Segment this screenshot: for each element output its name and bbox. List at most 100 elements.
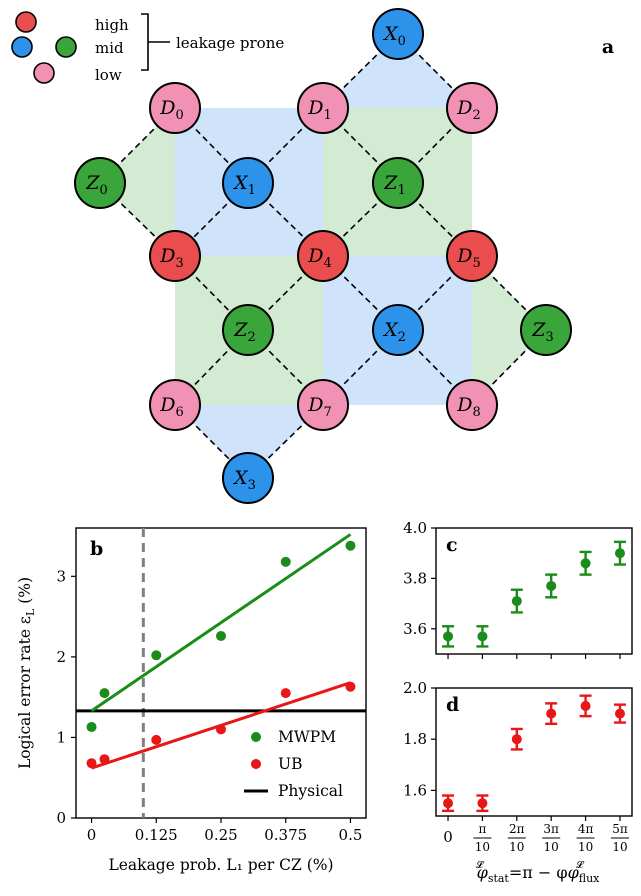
- panel-label-c: c: [446, 534, 458, 556]
- y-tick-label-b-0: 0: [56, 809, 66, 827]
- plaquette-0: [323, 34, 472, 108]
- x-tick-num-d-5: 5π: [612, 822, 628, 836]
- legend-label-UB: UB: [278, 755, 302, 773]
- point-MWPM-1: [99, 688, 110, 699]
- y-tick-label-d-2: 2.0: [403, 679, 427, 697]
- qubit-D4: D4: [297, 230, 349, 282]
- qubit-circle-D6: [149, 379, 201, 431]
- qubit-circle-Z1: [372, 157, 424, 209]
- coupling-D3-Z2: [174, 255, 249, 331]
- lattice-panel: X0 D0 D1 D2 Z0 X1 Z1 D3 D4 D5 Z2 X2 Z3 D6 D7 D8 X3 a hig…: [11, 8, 614, 504]
- panel-label-b: b: [90, 538, 103, 560]
- x-tick-label-d-0: 0: [443, 828, 453, 846]
- x-tick-label-b-4: 0.5: [339, 826, 363, 844]
- legend-marker-UB: [251, 759, 261, 769]
- y-tick-label-c-1: 3.8: [403, 569, 427, 587]
- point-c-1: [477, 631, 488, 642]
- qubit-D0: D0: [149, 82, 201, 134]
- legend-label-Physical: Physical: [278, 782, 343, 800]
- legend-label-MWPM: MWPM: [278, 728, 336, 746]
- qubit-label-D2: D2: [456, 97, 481, 123]
- qubit-D7: D7: [297, 379, 349, 431]
- x-tick-den-d-4: 10: [578, 840, 593, 854]
- legend-high-label: high: [95, 16, 129, 34]
- qubit-circle-D4: [297, 230, 349, 282]
- x-tick-num-d-4: 4π: [578, 822, 594, 836]
- legend-bracket-label: leakage prone: [176, 34, 284, 52]
- qubit-Z2: Z2: [222, 304, 274, 356]
- x-axis-label-d: φstat=π − φφflux: [477, 863, 601, 885]
- point-d-1: [477, 798, 488, 809]
- y-axis-label-b: Logical error rate εL (%): [16, 577, 37, 769]
- plaquette-1: [100, 108, 175, 256]
- legend-mid-dot-2: [55, 36, 77, 58]
- x-axis-label-b: Leakage prob. L₁ per CZ (%): [108, 856, 333, 874]
- coupling-X0-D1: [322, 33, 399, 109]
- point-UB-1: [99, 754, 110, 765]
- coupling-D1-Z1: [322, 107, 399, 184]
- leakage-legend: high mid low leakage prone: [11, 11, 284, 84]
- y-tick-label-b-2: 2: [56, 648, 66, 666]
- panel-label-d: d: [446, 694, 459, 716]
- point-UB-4: [280, 688, 291, 699]
- qubit-X1: X1: [222, 157, 274, 209]
- point-c-0: [443, 631, 454, 642]
- x-tick-den-d-2: 10: [509, 840, 524, 854]
- coupling-Z1-D5: [397, 182, 473, 257]
- x-tick-num-d-2: 2π: [509, 822, 525, 836]
- coupling-X1-D4: [247, 182, 324, 257]
- point-d-5: [614, 708, 625, 719]
- couplings: [99, 33, 547, 479]
- point-MWPM-4: [280, 556, 291, 567]
- plot-frame-d: [435, 687, 633, 817]
- legend-mid-dot: [11, 36, 33, 58]
- qubit-circle-D1: [297, 82, 349, 134]
- coupling-Z1-D4: [322, 182, 399, 257]
- x-tick-label-b-3: 0.375: [264, 826, 307, 844]
- qubit-D6: D6: [149, 379, 201, 431]
- point-c-3: [546, 580, 557, 591]
- x-axis-sup-d-1: 𝓛: [476, 859, 485, 871]
- point-MWPM-2: [151, 650, 162, 661]
- point-MWPM-3: [216, 630, 226, 641]
- qubit-D2: D2: [446, 82, 498, 134]
- point-d-4: [580, 700, 591, 711]
- qubit-circle-Z0: [74, 157, 126, 209]
- coupling-D0-Z0: [99, 107, 176, 184]
- y-tick-label-d-0: 1.6: [403, 781, 427, 799]
- legend-mid-label: mid: [95, 39, 124, 57]
- plaquette-7: [175, 405, 323, 478]
- y-tick-label-d-1: 1.8: [403, 730, 427, 748]
- plaquette-6: [472, 256, 546, 405]
- point-d-3: [546, 708, 557, 719]
- qubit-circle-Z2: [222, 304, 274, 356]
- coupling-X0-D2: [397, 33, 473, 109]
- qubit-D8: D8: [446, 379, 498, 431]
- y-tick-label-b-1: 1: [56, 728, 66, 746]
- plot-frame-c: [435, 527, 633, 655]
- coupling-D1-X1: [247, 107, 324, 184]
- qubit-Z3: Z3: [520, 304, 572, 356]
- qubit-circle-X1: [222, 157, 274, 209]
- coupling-D6-X3: [174, 404, 249, 479]
- qubit-circle-X0: [372, 8, 424, 60]
- legend-marker-MWPM: [251, 732, 261, 742]
- point-c-4: [580, 558, 591, 569]
- x-tick-label-b-2: 0.25: [204, 826, 237, 844]
- point-c-2: [511, 596, 522, 607]
- coupling-X1-D3: [174, 182, 249, 257]
- y-tick-label-c-0: 3.6: [403, 620, 427, 638]
- x-tick-num-d-1: π: [478, 822, 486, 836]
- coupling-Z3-D8: [471, 329, 547, 406]
- point-MWPM-0: [86, 721, 97, 732]
- qubits: X0 D0 D1 D2 Z0 X1 Z1 D3 D4 D5 Z2 X2 Z3 D6 D7 D8 X3: [74, 8, 572, 504]
- coupling-D5-X2: [397, 255, 473, 331]
- coupling-D4-Z2: [247, 255, 324, 331]
- qubit-D5: D5: [446, 230, 498, 282]
- x-tick-den-d-5: 10: [612, 840, 627, 854]
- coupling-D4-X2: [322, 255, 399, 331]
- point-d-2: [511, 734, 522, 745]
- qubit-X0: X0: [372, 8, 424, 60]
- point-MWPM-5: [345, 540, 356, 551]
